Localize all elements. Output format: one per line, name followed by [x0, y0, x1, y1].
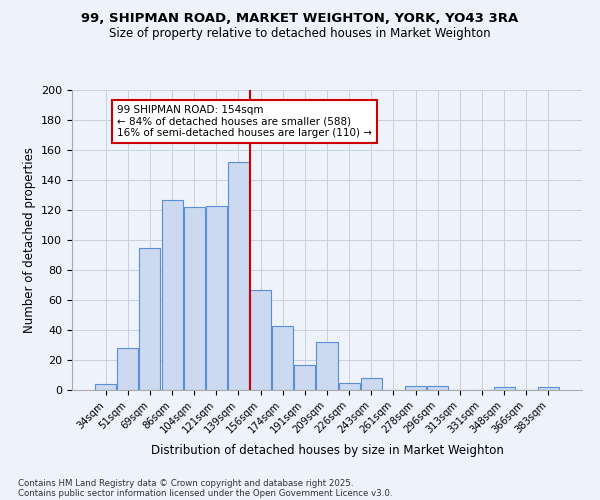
Bar	[139, 248, 160, 390]
X-axis label: Distribution of detached houses by size in Market Weighton: Distribution of detached houses by size …	[151, 444, 503, 456]
Bar	[228, 162, 249, 390]
Bar	[272, 326, 293, 390]
Bar	[494, 387, 515, 390]
Text: Contains public sector information licensed under the Open Government Licence v3: Contains public sector information licen…	[18, 488, 392, 498]
Bar	[338, 382, 359, 390]
Bar	[538, 387, 559, 390]
Bar	[118, 348, 139, 390]
Bar	[405, 386, 426, 390]
Y-axis label: Number of detached properties: Number of detached properties	[23, 147, 35, 333]
Bar	[184, 207, 205, 390]
Bar	[361, 378, 382, 390]
Bar	[427, 386, 448, 390]
Bar	[161, 200, 182, 390]
Text: 99 SHIPMAN ROAD: 154sqm
← 84% of detached houses are smaller (588)
16% of semi-d: 99 SHIPMAN ROAD: 154sqm ← 84% of detache…	[117, 105, 372, 138]
Text: 99, SHIPMAN ROAD, MARKET WEIGHTON, YORK, YO43 3RA: 99, SHIPMAN ROAD, MARKET WEIGHTON, YORK,…	[82, 12, 518, 26]
Bar	[295, 364, 316, 390]
Text: Size of property relative to detached houses in Market Weighton: Size of property relative to detached ho…	[109, 28, 491, 40]
Bar	[250, 290, 271, 390]
Bar	[316, 342, 338, 390]
Bar	[206, 206, 227, 390]
Text: Contains HM Land Registry data © Crown copyright and database right 2025.: Contains HM Land Registry data © Crown c…	[18, 478, 353, 488]
Bar	[95, 384, 116, 390]
